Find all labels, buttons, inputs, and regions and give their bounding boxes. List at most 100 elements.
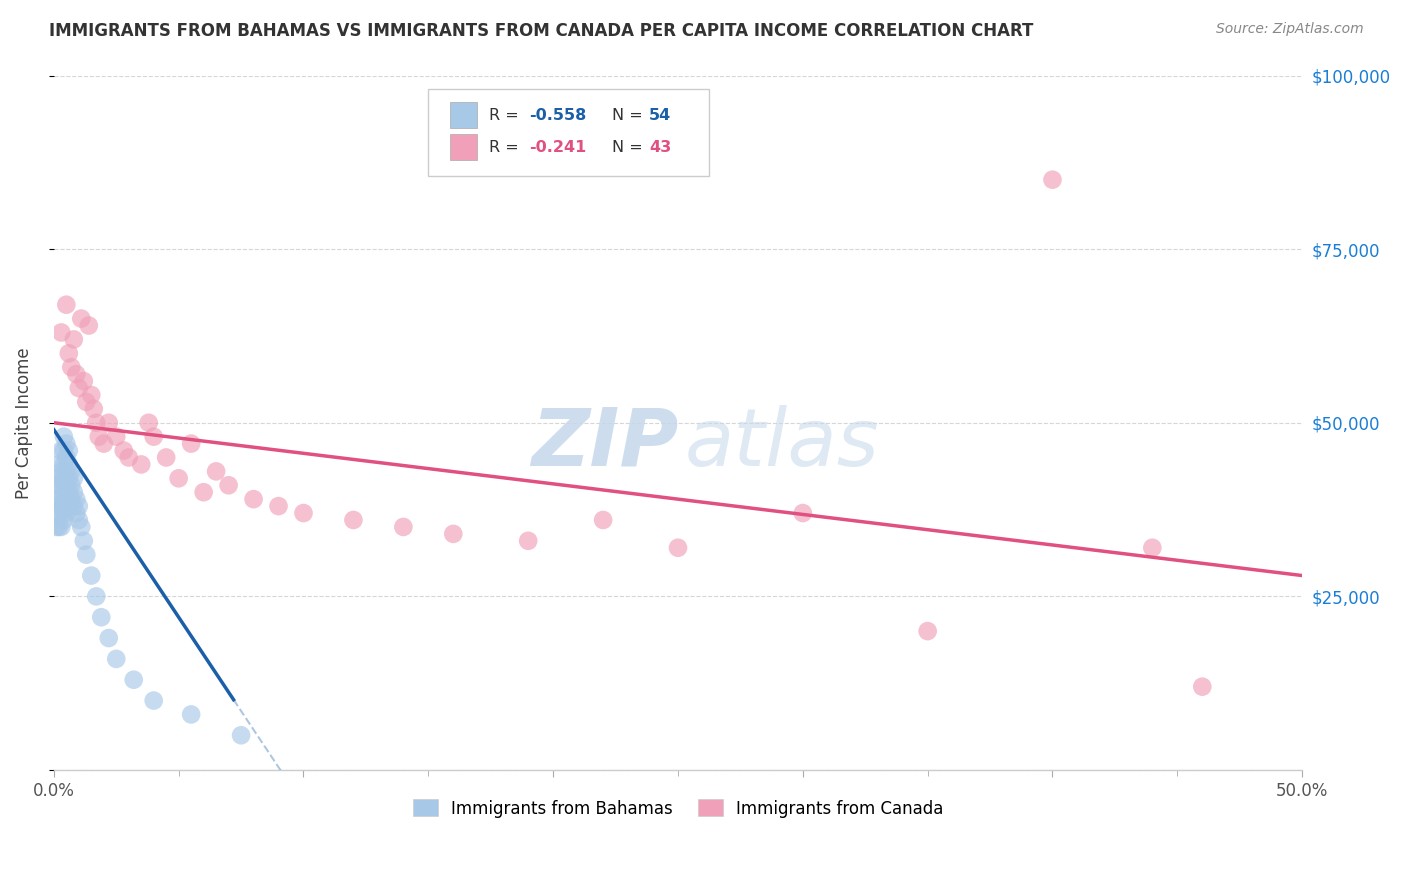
Point <box>58 485 80 500</box>
Point <box>51 506 73 520</box>
Text: IMMIGRANTS FROM BAHAMAS VS IMMIGRANTS FROM CANADA PER CAPITA INCOME CORRELATION : IMMIGRANTS FROM BAHAMAS VS IMMIGRANTS FR… <box>49 22 1033 40</box>
Point <box>142 693 165 707</box>
Point <box>55 506 77 520</box>
Text: 54: 54 <box>650 108 672 122</box>
Point <box>167 471 190 485</box>
Point <box>205 464 228 478</box>
Point <box>52 443 75 458</box>
Point <box>65 492 87 507</box>
Text: N =: N = <box>612 139 648 154</box>
Bar <box>450 134 477 161</box>
Point <box>60 478 83 492</box>
Point <box>52 513 75 527</box>
Point <box>666 541 689 555</box>
Point <box>62 499 84 513</box>
Point <box>45 471 67 485</box>
Point <box>1191 680 1213 694</box>
Point <box>52 430 75 444</box>
Point <box>51 464 73 478</box>
Point <box>122 673 145 687</box>
Point <box>112 443 135 458</box>
Point <box>67 381 90 395</box>
Point <box>80 568 103 582</box>
Point <box>73 374 96 388</box>
Point <box>105 430 128 444</box>
Point <box>58 499 80 513</box>
Point <box>65 367 87 381</box>
Point <box>218 478 240 492</box>
Point <box>48 492 70 507</box>
Point <box>62 333 84 347</box>
Point <box>52 471 75 485</box>
Point <box>48 506 70 520</box>
Text: Source: ZipAtlas.com: Source: ZipAtlas.com <box>1216 22 1364 37</box>
Point <box>342 513 364 527</box>
Point <box>55 450 77 465</box>
Point <box>58 458 80 472</box>
Point <box>1042 172 1064 186</box>
Point <box>517 533 540 548</box>
Point <box>51 520 73 534</box>
Point <box>60 464 83 478</box>
Point <box>229 728 252 742</box>
Point <box>267 499 290 513</box>
Point <box>129 458 152 472</box>
Point <box>62 485 84 500</box>
Point <box>51 492 73 507</box>
Point <box>180 707 202 722</box>
Point <box>75 548 97 562</box>
Point <box>60 360 83 375</box>
Point <box>48 520 70 534</box>
Point <box>84 416 107 430</box>
Bar <box>450 102 477 128</box>
Point <box>93 436 115 450</box>
Point <box>45 499 67 513</box>
Point <box>60 492 83 507</box>
Point <box>138 416 160 430</box>
Point <box>87 430 110 444</box>
Point <box>62 471 84 485</box>
Point <box>58 346 80 360</box>
Point <box>97 416 120 430</box>
Point <box>55 478 77 492</box>
Point <box>52 485 75 500</box>
Point <box>70 520 93 534</box>
Point <box>55 436 77 450</box>
Point <box>193 485 215 500</box>
Text: N =: N = <box>612 108 648 122</box>
Point <box>58 443 80 458</box>
Point <box>70 311 93 326</box>
Point <box>292 506 315 520</box>
Point <box>51 326 73 340</box>
Point <box>58 471 80 485</box>
Point <box>105 652 128 666</box>
Point <box>51 443 73 458</box>
Point <box>48 478 70 492</box>
Point <box>75 395 97 409</box>
Point <box>52 458 75 472</box>
Point <box>77 318 100 333</box>
Text: R =: R = <box>489 139 524 154</box>
Point <box>52 499 75 513</box>
Y-axis label: Per Capita Income: Per Capita Income <box>15 347 32 499</box>
Point <box>242 492 264 507</box>
Point <box>90 610 112 624</box>
Point <box>73 533 96 548</box>
Point <box>441 527 464 541</box>
Point <box>55 492 77 507</box>
Point <box>67 513 90 527</box>
Text: R =: R = <box>489 108 524 122</box>
Point <box>83 401 105 416</box>
Point <box>80 388 103 402</box>
Point <box>51 478 73 492</box>
Point <box>45 520 67 534</box>
Point <box>55 464 77 478</box>
Point <box>97 631 120 645</box>
Point <box>142 430 165 444</box>
Text: 43: 43 <box>650 139 672 154</box>
Text: ZIP: ZIP <box>530 405 678 483</box>
Point <box>155 450 177 465</box>
FancyBboxPatch shape <box>429 89 709 177</box>
Text: -0.241: -0.241 <box>530 139 586 154</box>
Point <box>65 506 87 520</box>
